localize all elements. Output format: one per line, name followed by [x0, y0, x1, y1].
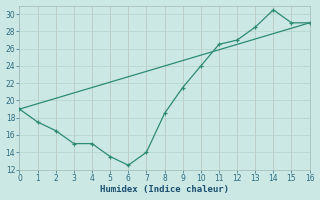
X-axis label: Humidex (Indice chaleur): Humidex (Indice chaleur)	[100, 185, 229, 194]
